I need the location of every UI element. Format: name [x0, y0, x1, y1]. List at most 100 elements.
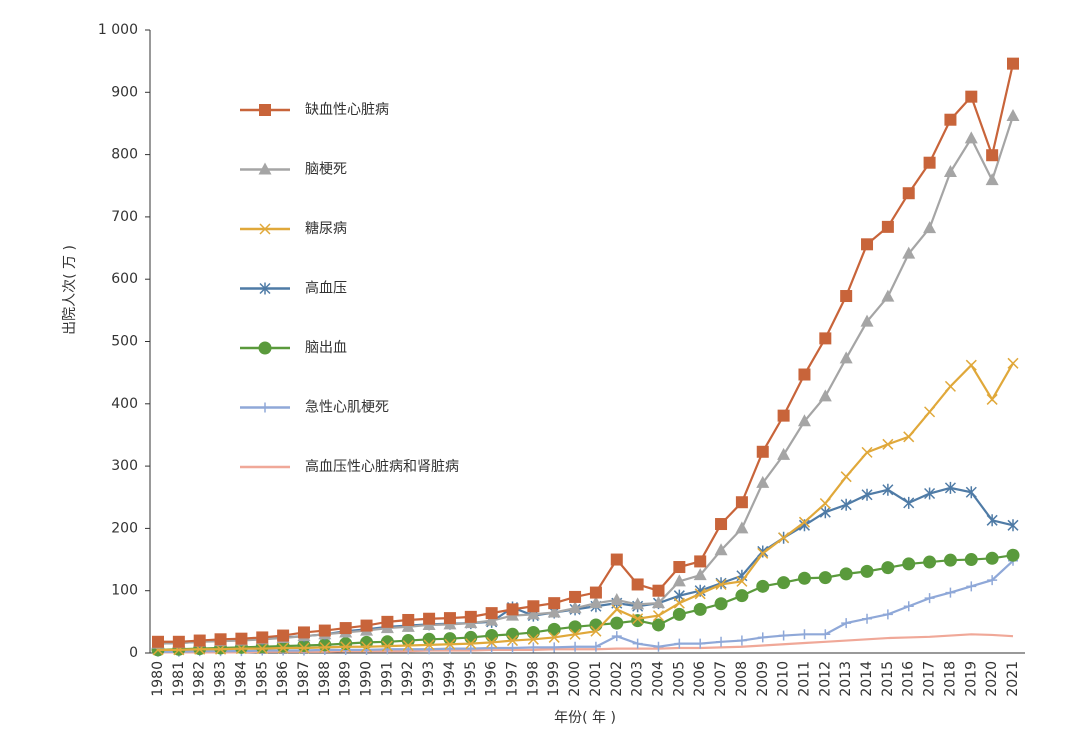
marker — [464, 610, 477, 623]
marker — [695, 638, 706, 649]
series-line — [158, 63, 1015, 643]
marker — [568, 620, 582, 634]
marker — [860, 314, 874, 327]
legend-label: 高血压 — [305, 280, 347, 297]
y-tick-label: 700 — [111, 209, 138, 225]
marker — [526, 625, 540, 639]
marker — [589, 586, 602, 599]
marker — [526, 607, 540, 620]
marker — [945, 587, 956, 598]
x-tick-label: 2013 — [838, 661, 854, 697]
marker — [339, 637, 353, 651]
marker — [903, 496, 915, 509]
marker — [152, 635, 164, 648]
marker — [568, 601, 582, 614]
legend-marker — [259, 104, 271, 116]
marker — [548, 631, 560, 643]
x-tick-label: 1992 — [400, 661, 416, 697]
x-tick-label: 1993 — [421, 661, 437, 697]
marker — [653, 641, 664, 652]
marker — [214, 633, 227, 646]
marker — [1006, 108, 1020, 121]
x-tick-label: 2003 — [630, 661, 646, 697]
marker — [528, 642, 539, 653]
y-tick-label: 200 — [111, 520, 138, 536]
marker — [923, 555, 937, 569]
x-tick-label: 1991 — [379, 661, 395, 697]
legend-label: 糖尿病 — [305, 221, 347, 237]
marker — [486, 636, 498, 648]
marker — [882, 609, 893, 620]
x-tick-label: 1988 — [317, 661, 333, 697]
marker — [861, 446, 873, 458]
marker — [715, 518, 728, 531]
x-tick-label: 2012 — [817, 661, 833, 697]
marker — [465, 643, 476, 654]
marker — [297, 626, 310, 639]
marker — [903, 431, 915, 443]
marker — [902, 246, 916, 259]
marker — [799, 629, 810, 640]
x-tick-label: 2000 — [567, 661, 583, 697]
marker — [611, 631, 622, 642]
y-tick-label: 300 — [111, 458, 138, 474]
x-tick-label: 1999 — [546, 661, 562, 697]
marker — [943, 165, 957, 178]
marker — [651, 596, 665, 609]
marker — [985, 173, 999, 186]
marker — [860, 564, 874, 578]
marker — [777, 576, 791, 590]
marker — [256, 643, 268, 655]
x-tick-label: 1997 — [505, 661, 521, 697]
marker — [965, 359, 977, 371]
legend-marker — [259, 223, 271, 235]
marker — [277, 629, 290, 642]
marker — [715, 578, 727, 591]
x-tick-label: 2004 — [650, 661, 666, 697]
marker — [797, 414, 811, 427]
marker — [506, 603, 519, 616]
marker — [506, 635, 519, 647]
marker — [319, 641, 331, 653]
marker — [903, 601, 914, 612]
legend-label: 缺血性心脏病 — [305, 102, 389, 118]
marker — [840, 471, 852, 483]
marker — [527, 600, 540, 613]
marker — [610, 593, 624, 606]
marker — [360, 619, 373, 632]
marker — [735, 496, 748, 509]
marker — [652, 584, 665, 597]
marker — [757, 632, 768, 643]
marker — [862, 613, 873, 624]
marker — [924, 593, 935, 604]
marker — [923, 221, 937, 234]
marker — [569, 628, 581, 640]
marker — [651, 618, 665, 632]
marker — [590, 625, 602, 637]
marker — [1006, 548, 1020, 562]
marker — [987, 575, 998, 586]
x-tick-label: 1980 — [150, 661, 166, 697]
marker — [964, 131, 978, 144]
marker — [839, 567, 853, 581]
x-tick-label: 1983 — [213, 661, 229, 697]
marker — [943, 553, 957, 567]
marker — [716, 636, 727, 647]
x-tick-label: 1996 — [484, 661, 500, 697]
x-tick-label: 2014 — [859, 661, 875, 697]
marker — [966, 581, 977, 592]
marker — [1007, 57, 1019, 70]
marker — [193, 634, 206, 647]
marker — [632, 638, 643, 649]
marker — [736, 635, 747, 646]
x-tick-label: 2011 — [796, 661, 812, 697]
marker — [298, 642, 310, 654]
marker — [798, 368, 811, 381]
marker — [881, 561, 895, 575]
legend-marker — [258, 162, 272, 175]
legend-label: 脑出血 — [305, 340, 347, 356]
marker — [924, 487, 936, 500]
marker — [423, 612, 436, 625]
marker — [819, 506, 831, 519]
marker — [777, 447, 791, 460]
